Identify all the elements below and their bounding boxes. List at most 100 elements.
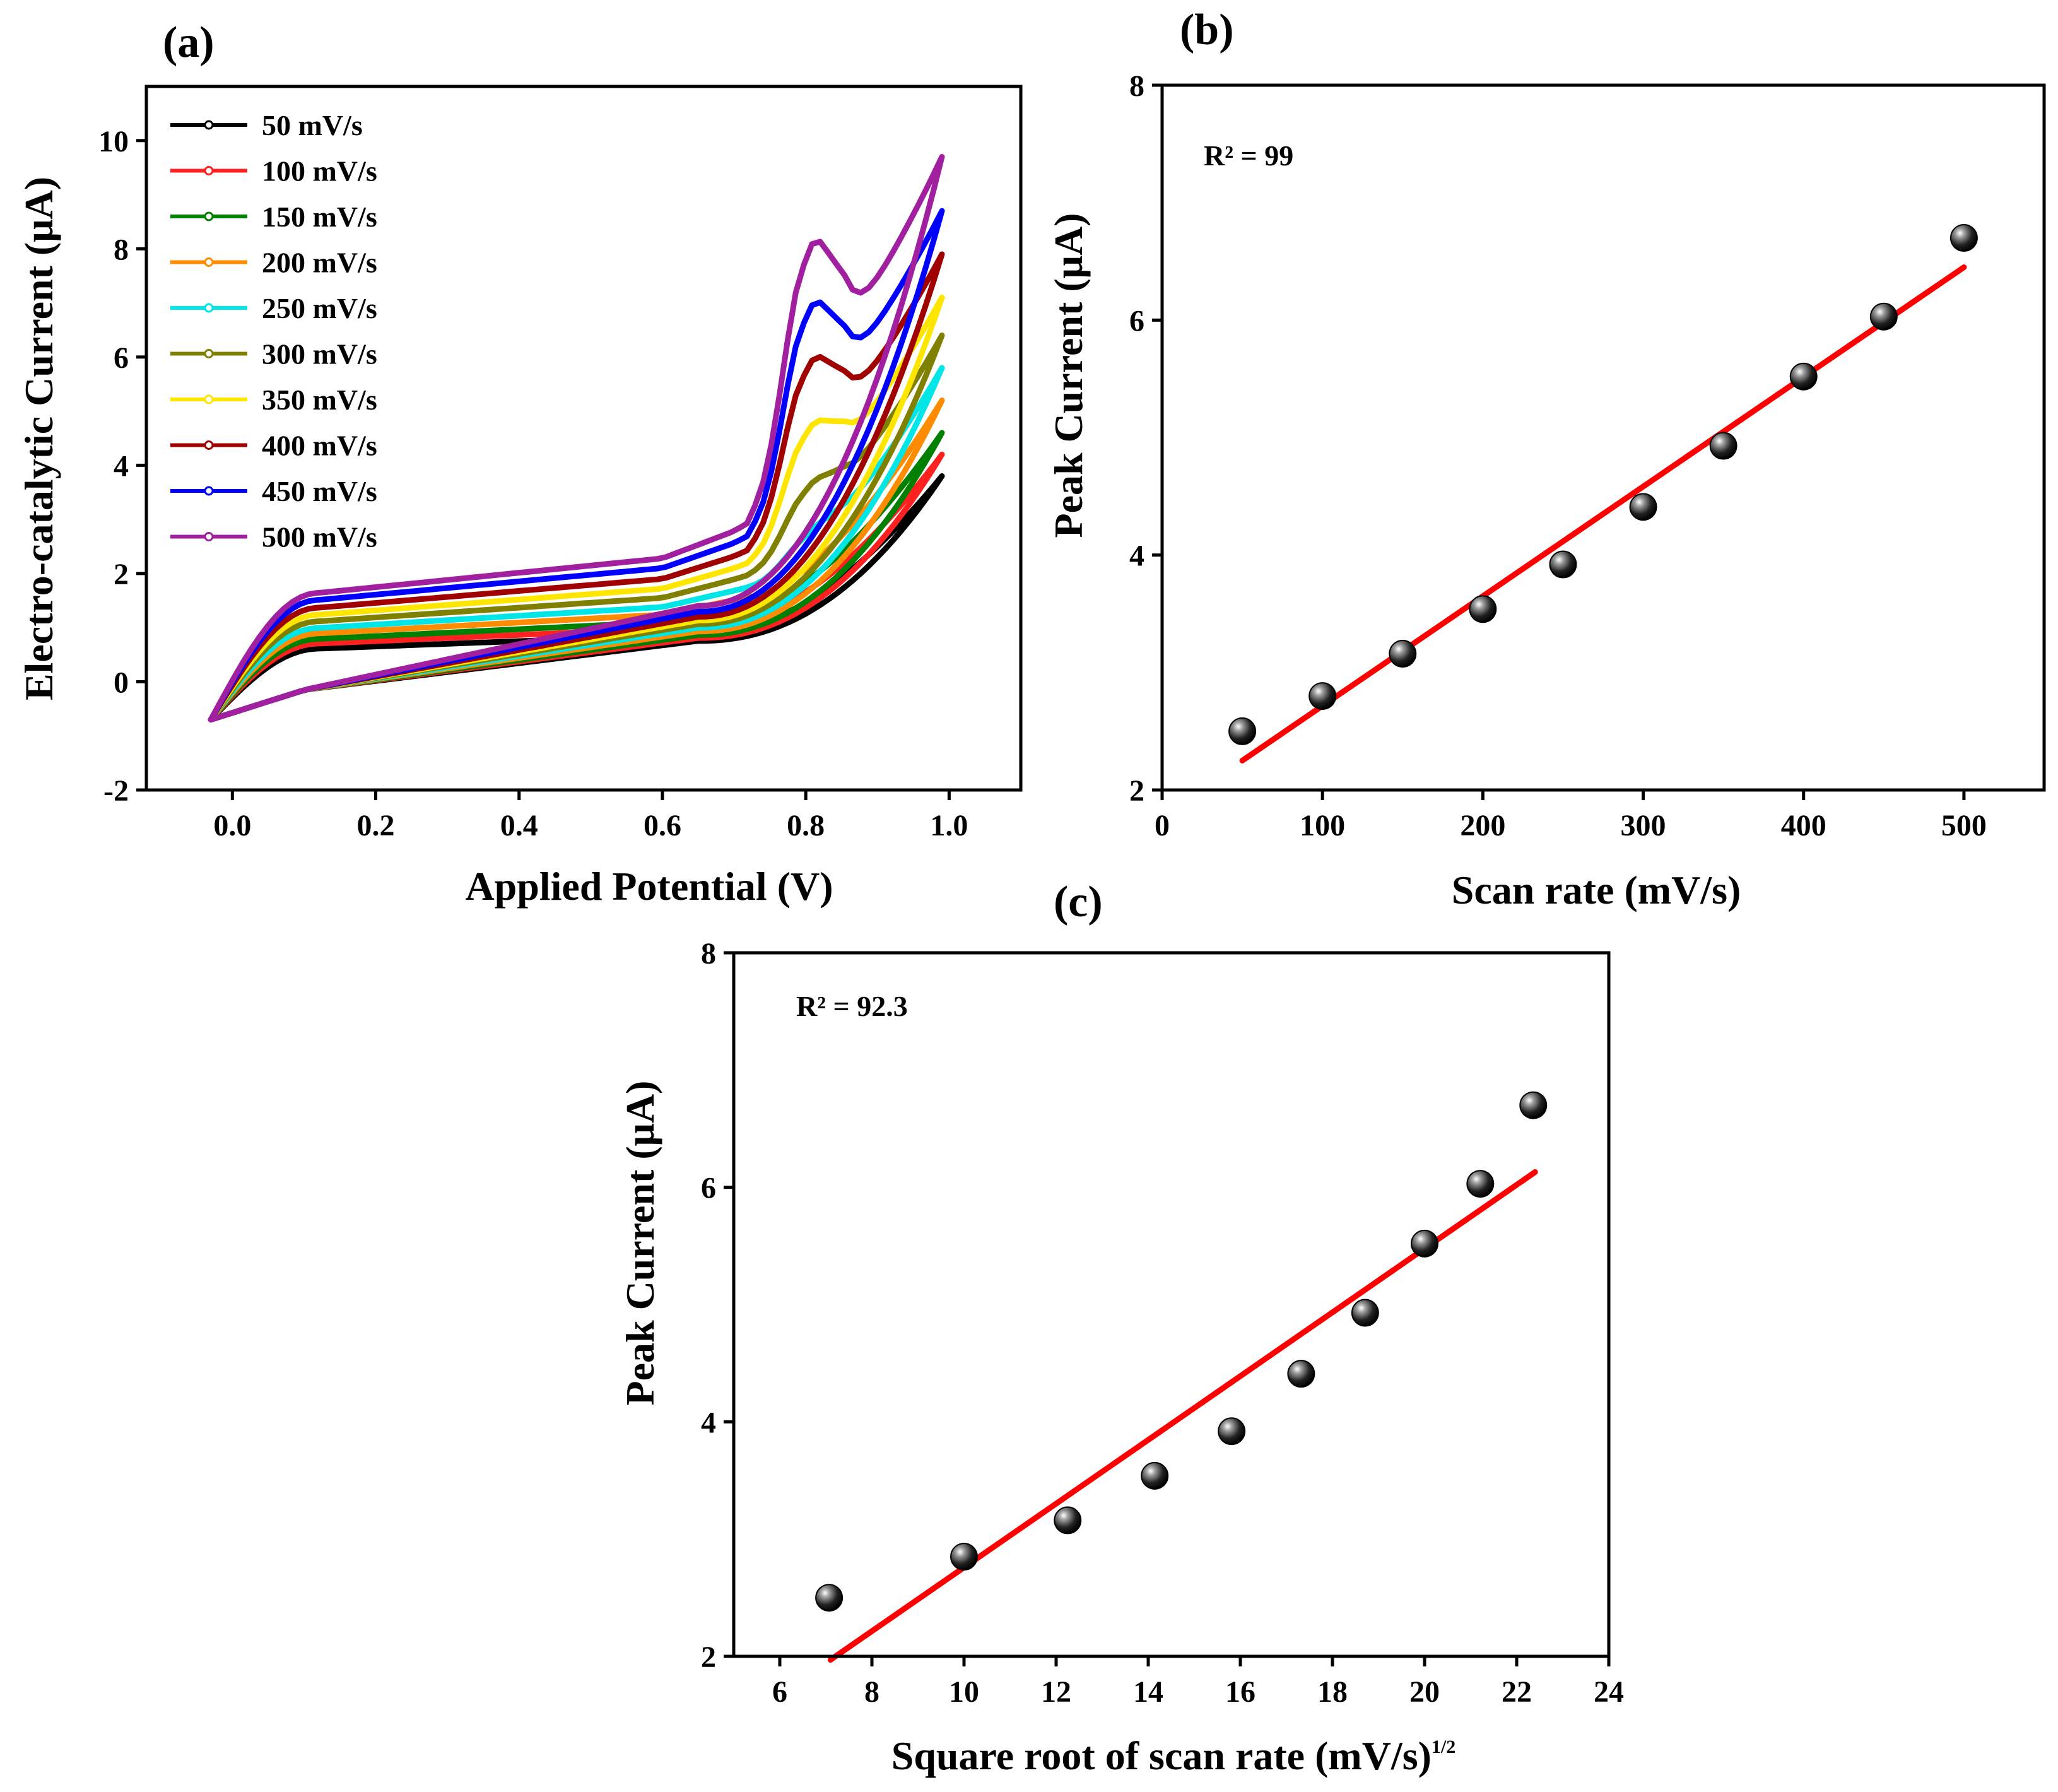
chart-c-ytick-label: 6: [701, 1172, 716, 1205]
chart-a-xtick-label: 0.4: [500, 809, 538, 842]
chart-b-xtick-label: 100: [1300, 809, 1345, 842]
chart-a-ylabel: Electro-catalytic Current (μA): [16, 177, 61, 700]
chart-c-xtick-label: 16: [1225, 1675, 1255, 1709]
chart-b: (b) 0 100 200 300 400 500 2 4 6 8 R² = 99 Scan r…: [1046, 6, 2046, 912]
chart-b-xtick-label: 0: [1155, 809, 1170, 842]
chart-c-xticks: 6 8 10 12 14 16 18 20 22 24: [772, 1656, 1624, 1709]
chart-c-point-7: [1411, 1229, 1438, 1258]
chart-a-legend-marker-6: [204, 394, 214, 404]
chart-a-legend: 50 mV/s 100 mV/s 150 mV/s 200 mV/s 250 mV/s 3…: [170, 109, 377, 553]
chart-b-plot: [1228, 224, 1978, 763]
chart-b-xticks: 0 100 200 300 400 500: [1155, 790, 1987, 842]
chart-b-xtick-label: 500: [1941, 809, 1987, 842]
chart-a-legend-marker-4: [204, 303, 214, 313]
chart-b-point-7: [1789, 362, 1818, 391]
chart-a-legend-label-9: 500 mV/s: [262, 521, 377, 553]
chart-a-xtick-label: 0.2: [357, 809, 395, 842]
chart-b-point-5: [1629, 493, 1657, 521]
chart-c-ytick-label: 2: [701, 1641, 716, 1674]
chart-a-legend-label-4: 250 mV/s: [262, 292, 377, 324]
chart-b-yticks: 2 4 6 8: [1129, 69, 1162, 808]
chart-c-xtick-label: 12: [1041, 1675, 1071, 1709]
chart-c-ylabel: Peak Current (μA): [618, 1081, 662, 1406]
chart-c-xtick-label: 18: [1317, 1675, 1348, 1709]
chart-a: (a) 0.0 0.2 0.4 0.6 0.8 1.0 -2 0 2 4 6 8 10 Applied…: [16, 18, 1023, 909]
chart-c-xlabel-main: Square root of scan rate (mV/s): [891, 1733, 1432, 1778]
chart-b-ytick-label: 2: [1129, 774, 1144, 808]
chart-a-legend-marker-7: [204, 440, 214, 450]
chart-b-xtick-label: 300: [1621, 809, 1666, 842]
chart-a-legend-marker-1: [204, 166, 214, 175]
chart-b-ytick-label: 8: [1129, 69, 1144, 103]
chart-c-frame: [732, 951, 1611, 1658]
chart-c-ytick-label: 8: [701, 937, 716, 970]
chart-b-frame: [1160, 83, 2046, 792]
chart-a-xtick-label: 0.0: [213, 809, 251, 842]
chart-c-xlabel: Square root of scan rate (mV/s)1/2: [891, 1733, 1456, 1778]
chart-c-xtick-label: 14: [1133, 1675, 1163, 1709]
chart-a-legend-marker-2: [204, 211, 214, 221]
chart-a-legend-label-0: 50 mV/s: [262, 109, 363, 141]
chart-b-point-9: [1949, 224, 1978, 252]
chart-c-point-6: [1351, 1299, 1379, 1327]
chart-a-xtick-label: 0.8: [787, 809, 825, 842]
chart-b-point-0: [1228, 717, 1257, 745]
chart-c-yticks: 2 4 6 8: [701, 937, 734, 1674]
chart-b-xtick-label: 400: [1781, 809, 1826, 842]
chart-b-ytick-label: 6: [1129, 304, 1144, 338]
chart-a-series-9: [208, 154, 945, 722]
chart-a-legend-label-8: 450 mV/s: [262, 475, 377, 507]
chart-b-point-6: [1709, 432, 1738, 460]
chart-b-annotation: R² = 99: [1204, 139, 1293, 172]
chart-a-ytick-label: 10: [98, 125, 129, 158]
chart-a-legend-marker-5: [204, 349, 214, 358]
chart-a-legend-marker-8: [204, 486, 214, 496]
chart-a-legend-label-6: 350 mV/s: [262, 384, 377, 416]
chart-b-fit-line: [1239, 264, 1967, 763]
chart-a-ytick-label: 8: [114, 233, 129, 266]
chart-b-point-4: [1549, 550, 1577, 579]
chart-b-point-1: [1308, 682, 1337, 710]
chart-a-xtick-label: 0.6: [644, 809, 681, 842]
chart-c-point-1: [950, 1543, 978, 1571]
chart-b-xtick-label: 200: [1460, 809, 1505, 842]
chart-b-point-8: [1869, 302, 1898, 331]
chart-a-plot: [208, 154, 945, 722]
chart-a-legend-label-2: 150 mV/s: [262, 201, 377, 233]
chart-b-xlabel: Scan rate (mV/s): [1452, 868, 1741, 912]
chart-b-point-3: [1469, 595, 1497, 623]
chart-b-point-2: [1389, 640, 1417, 668]
chart-c-point-9: [1519, 1091, 1548, 1119]
panel-c-label: (c): [1054, 878, 1103, 926]
panel-a-label: (a): [163, 18, 215, 67]
chart-c-xtick-label: 20: [1409, 1675, 1440, 1709]
chart-a-frame: [144, 85, 1023, 792]
chart-a-ytick-label: 4: [114, 449, 129, 483]
chart-a-legend-marker-9: [204, 532, 214, 541]
chart-c-plot: [815, 1091, 1548, 1663]
chart-c-point-2: [1054, 1506, 1082, 1535]
chart-c-point-0: [815, 1584, 844, 1612]
chart-a-ytick-label: 0: [114, 666, 129, 699]
chart-a-xticks: 0.0 0.2 0.4 0.6 0.8 1.0: [213, 790, 968, 842]
chart-a-legend-marker-3: [204, 257, 214, 267]
chart-a-ytick-label: -2: [103, 774, 129, 808]
chart-c-xtick-label: 6: [772, 1675, 787, 1709]
chart-c-xtick-label: 24: [1594, 1675, 1624, 1709]
chart-a-xtick-label: 1.0: [930, 809, 968, 842]
chart-c-annotation: R² = 92.3: [796, 990, 908, 1022]
chart-b-ylabel: Peak Current (μA): [1046, 213, 1091, 538]
chart-a-legend-label-3: 200 mV/s: [262, 247, 377, 279]
chart-c-xtick-label: 10: [949, 1675, 979, 1709]
chart-c-ytick-label: 4: [701, 1406, 716, 1439]
chart-a-legend-label-7: 400 mV/s: [262, 430, 377, 462]
chart-c-xtick-label: 8: [864, 1675, 879, 1709]
chart-a-legend-label-1: 100 mV/s: [262, 155, 377, 187]
panel-b-label: (b): [1180, 6, 1234, 54]
chart-c-point-3: [1141, 1461, 1169, 1490]
chart-b-ytick-label: 4: [1129, 539, 1144, 573]
chart-a-xlabel: Applied Potential (V): [465, 864, 833, 909]
chart-a-legend-label-5: 300 mV/s: [262, 338, 377, 370]
chart-a-ytick-label: 6: [114, 341, 129, 375]
